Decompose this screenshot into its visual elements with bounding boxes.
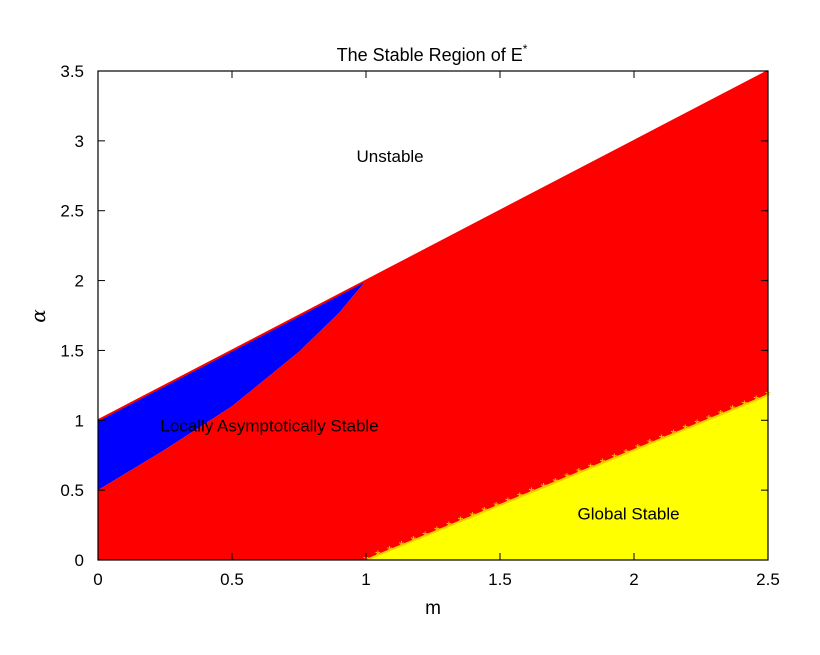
x-tick-label: 2 [629, 570, 638, 589]
boundary-marker: * [399, 538, 405, 554]
boundary-marker: * [552, 474, 558, 490]
boundary-marker: * [564, 470, 570, 486]
boundary-marker: * [434, 523, 440, 539]
region-fill-2 [98, 71, 768, 560]
boundary-marker: * [446, 518, 452, 534]
y-tick-label: 1.5 [60, 341, 84, 360]
y-axis-label: α [26, 309, 50, 323]
ticks-layer: 0 0.5 1 1.5 2 2.5 0 0.5 1 1.5 2 2.5 3 3.5 [60, 62, 779, 589]
y-tick-label: 2 [75, 272, 84, 291]
boundary-marker: * [375, 547, 381, 563]
x-tick-label: 1.5 [488, 570, 512, 589]
boundary-marker: * [458, 513, 464, 529]
boundary-marker: * [576, 465, 582, 481]
y-tick-label: 3.5 [60, 62, 84, 81]
boundary-marker: * [411, 533, 417, 549]
boundary-marker: * [694, 416, 700, 432]
boundary-marker: * [635, 441, 641, 457]
chart-title-superscript: * [523, 42, 528, 56]
boundary-marker: * [612, 450, 618, 466]
boundary-layer: *********************************** [97, 70, 771, 568]
regions-layer [98, 71, 768, 560]
boundary-marker: * [659, 431, 665, 447]
boundary-marker: * [481, 504, 487, 520]
x-tick-label: 1 [361, 570, 370, 589]
region-label-locally-asymptotically-stable: Locally Asymptotically Stable [160, 417, 378, 436]
y-tick-label: 3 [75, 132, 84, 151]
chart-title-main: The Stable Region of E [337, 45, 523, 65]
region-locally-asymptotically-stable [98, 280, 366, 491]
boundary-marker: * [541, 479, 547, 495]
x-axis-label: m [425, 598, 441, 619]
boundary-marker: * [493, 499, 499, 515]
region-labels: Unstable Locally Asymptotically Stable Glo… [160, 147, 679, 524]
x-tick-label: 2.5 [756, 570, 780, 589]
plot-frame [97, 70, 769, 561]
boundary-line-global [365, 394, 769, 561]
boundary-line-upper [97, 70, 769, 422]
boundary-marker: * [529, 484, 535, 500]
y-tick-label: 0.5 [60, 481, 84, 500]
region-label-unstable: Unstable [357, 147, 424, 166]
boundary-marker: * [730, 402, 736, 418]
y-tick-label: 1 [75, 411, 84, 430]
x-tick-label: 0.5 [220, 570, 244, 589]
boundary-marker: * [718, 407, 724, 423]
boundary-marker: * [671, 426, 677, 442]
boundary-marker: * [387, 542, 393, 558]
boundary-marker: * [588, 460, 594, 476]
boundary-marker: * [753, 392, 759, 408]
chart-title: The Stable Region of E* [337, 42, 528, 65]
region-label-global-stable: Global Stable [578, 505, 680, 524]
boundary-marker: * [505, 494, 511, 510]
boundary-marker: * [682, 421, 688, 437]
boundary-marker: * [647, 436, 653, 452]
boundary-marker: * [742, 397, 748, 413]
boundary-marker: * [470, 508, 476, 524]
y-tick-label: 2.5 [60, 202, 84, 221]
y-tick-label: 0 [75, 551, 84, 570]
boundary-marker: * [422, 528, 428, 544]
boundary-marker: * [600, 455, 606, 471]
boundary-marker: * [623, 445, 629, 461]
boundary-marker: * [706, 411, 712, 427]
x-tick-label: 0 [93, 570, 102, 589]
boundary-marker: * [517, 489, 523, 505]
